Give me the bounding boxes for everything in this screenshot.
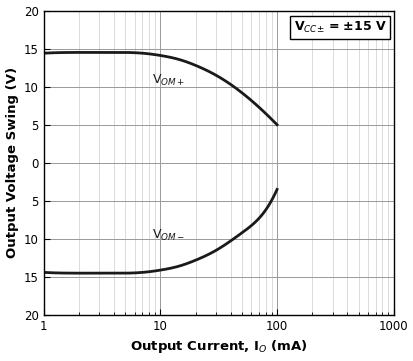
X-axis label: Output Current, I$_O$ (mA): Output Current, I$_O$ (mA) bbox=[129, 339, 307, 356]
Text: V$_{OM+}$: V$_{OM+}$ bbox=[152, 73, 185, 88]
Text: V$_{OM-}$: V$_{OM-}$ bbox=[152, 227, 185, 243]
Text: V$_{CC±}$ = ±15 V: V$_{CC±}$ = ±15 V bbox=[293, 20, 386, 35]
Y-axis label: Output Voltage Swing (V): Output Voltage Swing (V) bbox=[5, 67, 19, 258]
